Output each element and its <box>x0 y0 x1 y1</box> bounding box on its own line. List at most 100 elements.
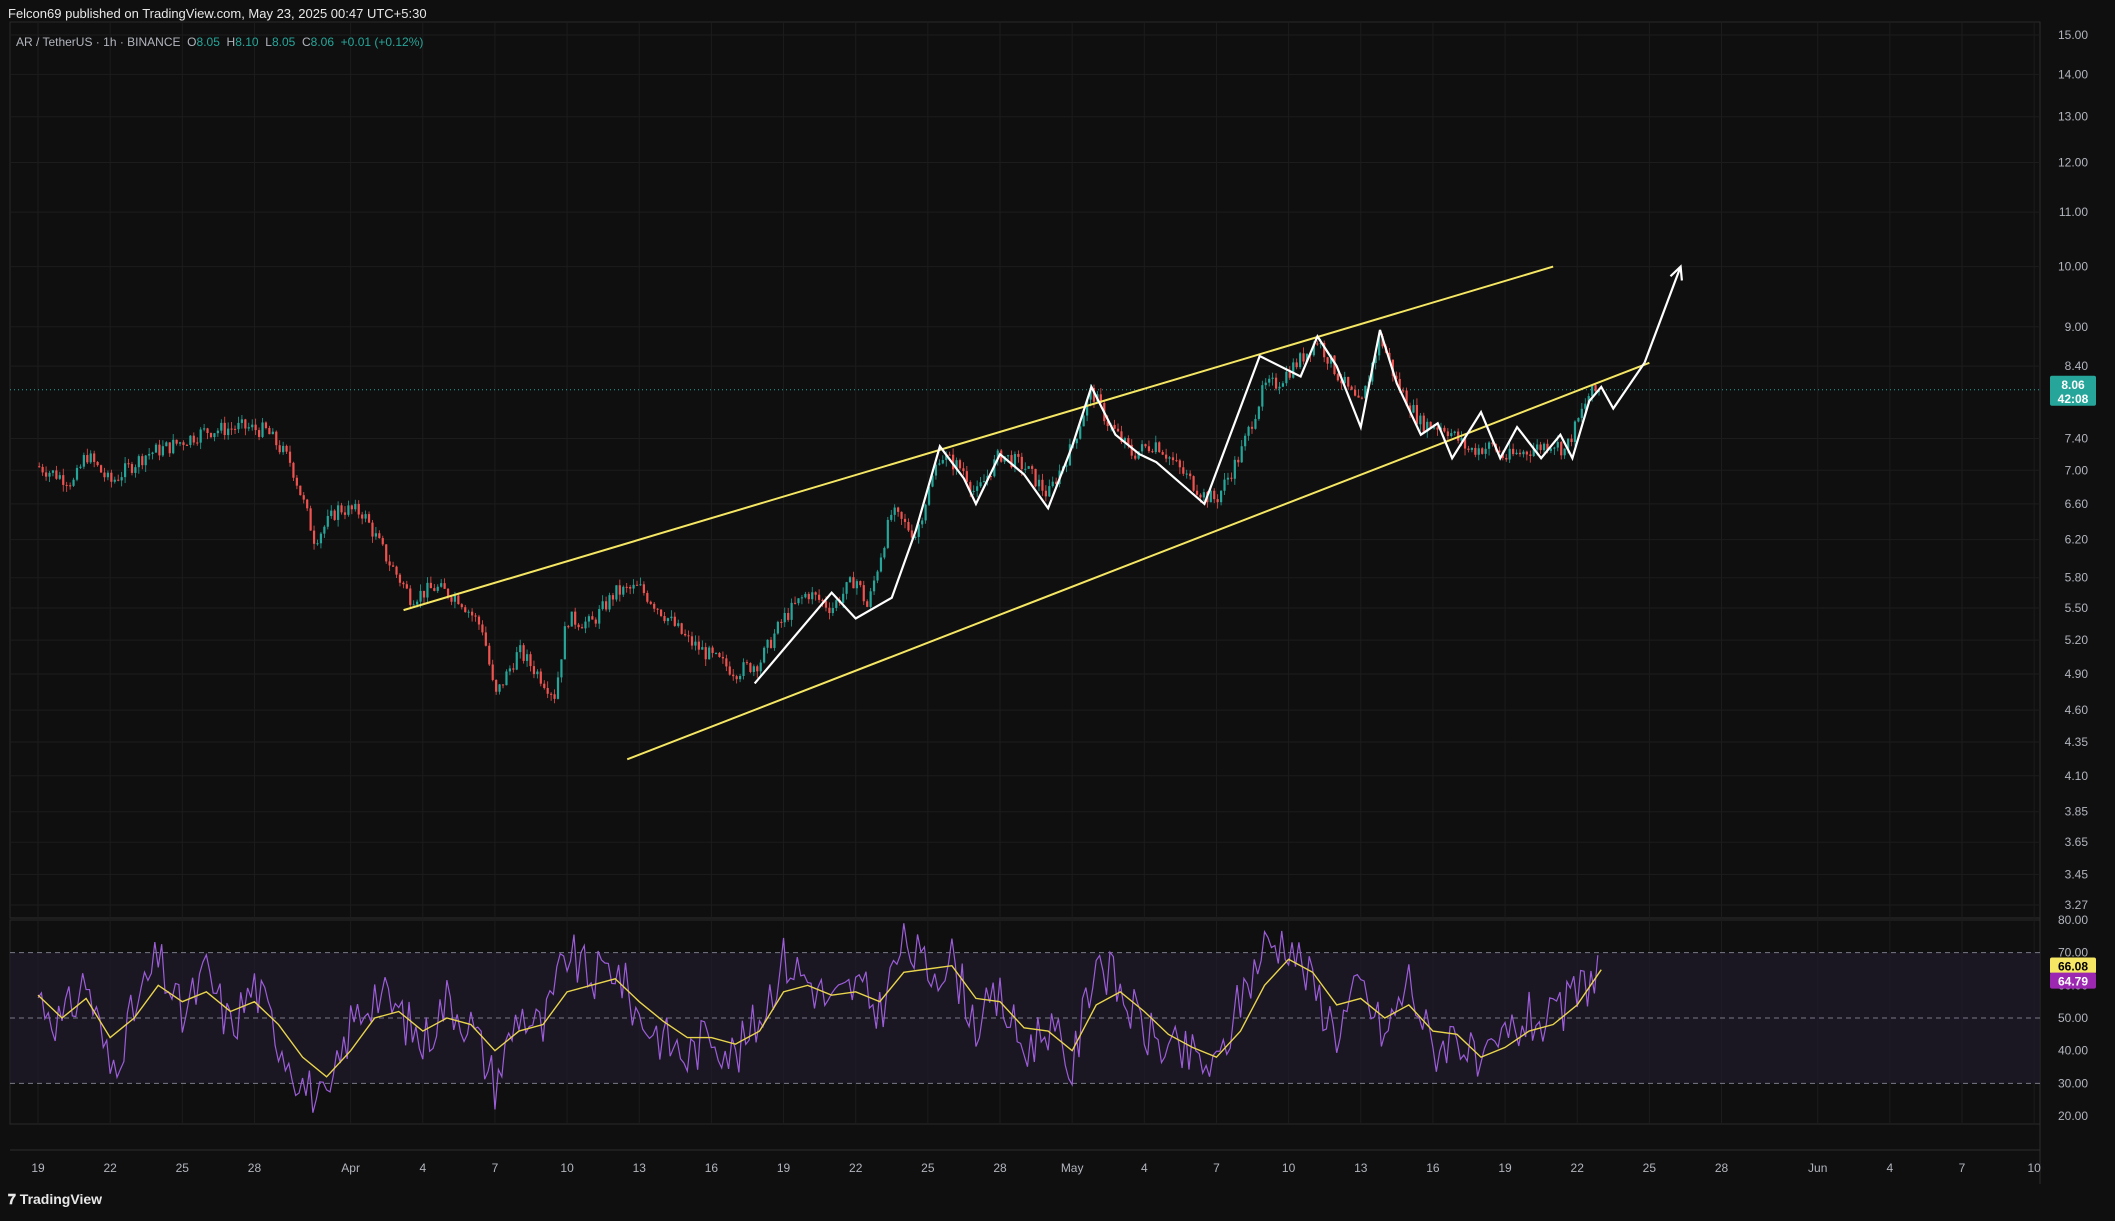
candle-body <box>821 599 824 602</box>
candle-body <box>1491 442 1494 445</box>
zigzag-pattern-line <box>753 329 1646 685</box>
candle-body <box>402 582 405 585</box>
candle-body <box>948 454 951 456</box>
candle-body <box>1099 394 1102 404</box>
candle-body <box>649 601 652 604</box>
date-tick: 25 <box>1643 1161 1657 1175</box>
candle-body <box>1539 444 1542 451</box>
candle-body <box>165 442 168 447</box>
candle-body <box>1505 457 1508 460</box>
candle-body <box>525 654 529 661</box>
candle-body <box>1092 387 1096 402</box>
candle-body <box>546 687 549 694</box>
candle-body <box>1202 492 1206 498</box>
date-tick: 4 <box>1887 1161 1894 1175</box>
candle-body <box>1518 452 1522 455</box>
candle-body <box>728 666 731 675</box>
candle-body <box>1556 442 1559 448</box>
date-tick: May <box>1061 1161 1084 1175</box>
candle-body <box>1254 418 1257 429</box>
candle-body <box>326 515 329 527</box>
candle-body <box>282 445 285 453</box>
candle-body <box>1580 408 1583 419</box>
price-tick: 3.85 <box>2065 805 2089 819</box>
candle-body <box>1089 387 1092 400</box>
candle-body <box>1185 473 1188 475</box>
candle-body <box>1481 448 1484 454</box>
date-tick: 7 <box>1213 1161 1220 1175</box>
candle-body <box>72 479 75 486</box>
price-tick: 3.65 <box>2065 835 2089 849</box>
candle-body <box>233 428 237 430</box>
candle-body <box>199 429 202 443</box>
candle-body <box>996 450 999 460</box>
candle-body <box>1532 449 1535 457</box>
price-tick: 13.00 <box>2058 110 2088 124</box>
candle-body <box>677 623 680 626</box>
candle-body <box>910 530 913 538</box>
rsi-value-badge-bg <box>2050 957 2096 974</box>
candle-body <box>319 533 323 544</box>
candle-body <box>852 577 855 589</box>
candle-body <box>1591 385 1594 397</box>
price-tick: 7.00 <box>2065 463 2089 477</box>
rsi-ma-badge: 64.79 <box>2050 972 2096 989</box>
candle-body <box>312 530 316 544</box>
candle-body <box>543 683 546 688</box>
candle-body <box>632 584 635 589</box>
candle-body <box>694 641 697 646</box>
candle-body <box>1195 490 1199 495</box>
candle-body <box>1577 418 1580 422</box>
candle-body <box>464 607 467 613</box>
candle-body <box>629 586 632 589</box>
projection-arrow-line <box>1643 266 1682 364</box>
tradingview-logo[interactable]: 𝟕 TradingView <box>8 1191 102 1208</box>
candle-body <box>1463 437 1467 449</box>
price-tick: 12.00 <box>2058 155 2088 169</box>
candle-body <box>1261 385 1264 407</box>
candle-body <box>1079 426 1082 439</box>
candle-body <box>337 505 340 520</box>
date-tick: 28 <box>1715 1161 1729 1175</box>
price-tick: 4.60 <box>2065 703 2089 717</box>
candle-body <box>501 684 505 686</box>
candle-body <box>1116 428 1120 432</box>
candle-body <box>474 615 477 617</box>
candle-body <box>1467 448 1470 450</box>
candle-body <box>872 580 876 592</box>
candle-body <box>690 636 694 646</box>
candle-body <box>1140 444 1144 452</box>
candle-body <box>178 442 182 444</box>
candle-body <box>1006 455 1010 457</box>
candle-body <box>333 510 336 520</box>
candle-body <box>220 422 223 431</box>
candle-body <box>659 609 663 617</box>
candle-body <box>93 453 96 462</box>
candle-body <box>1357 395 1360 398</box>
candle-body <box>1566 438 1570 449</box>
candle-body <box>687 635 690 637</box>
price-tick: 6.20 <box>2065 533 2089 547</box>
channel-line-lower <box>626 361 1650 761</box>
candle-body <box>1460 437 1463 441</box>
candle-body <box>1065 465 1068 467</box>
brand-name: TradingView <box>19 1191 103 1207</box>
candle-body <box>848 577 852 583</box>
candle-body <box>62 475 65 485</box>
candle-body <box>1134 455 1137 459</box>
rsi-ma-line <box>37 958 1602 1078</box>
price-tick: 6.60 <box>2065 497 2089 511</box>
candle-body <box>120 477 123 481</box>
candle-body <box>99 465 103 473</box>
candle-body <box>440 583 443 587</box>
candle-body <box>1429 421 1432 428</box>
candle-body <box>137 456 140 468</box>
candle-body <box>711 647 714 653</box>
candle-body <box>532 666 536 675</box>
candle-body <box>1034 468 1037 487</box>
candle-body <box>299 485 302 496</box>
rsi-ma-badge-text: 64.79 <box>2058 975 2088 989</box>
symbol-name[interactable]: AR / TetherUS · 1h · BINANCE <box>16 35 181 49</box>
candle-body <box>388 561 391 566</box>
